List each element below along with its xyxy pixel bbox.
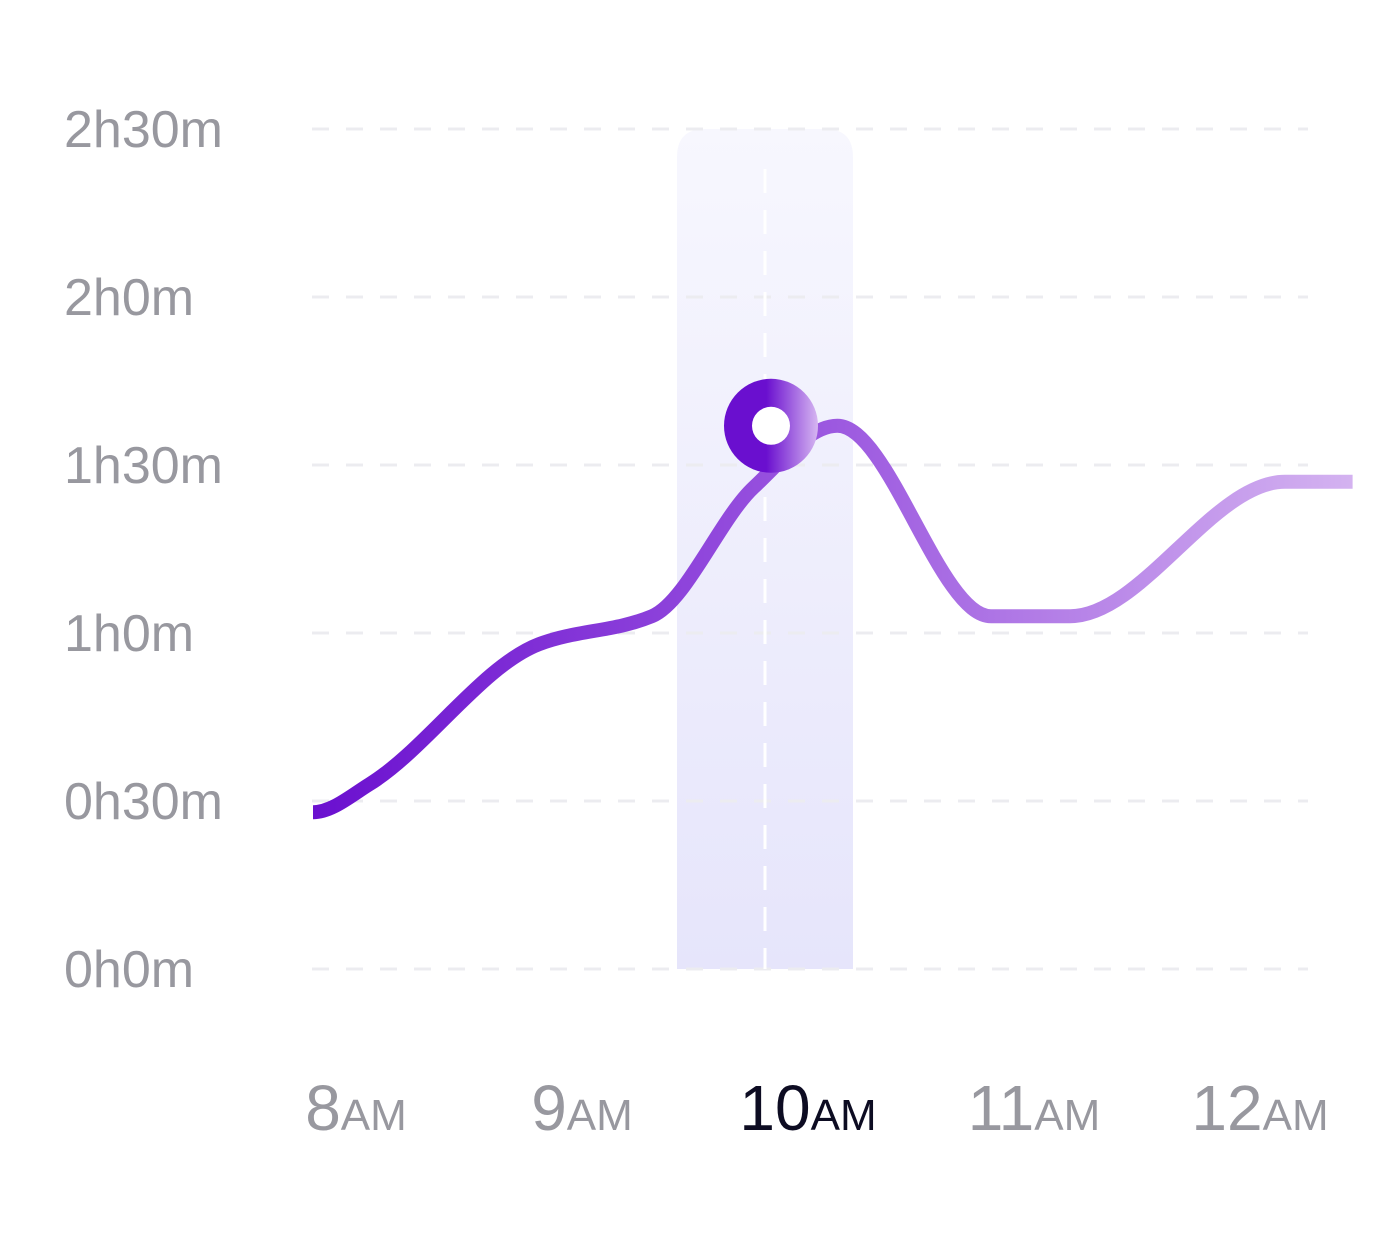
y-tick-label: 0h0m [64, 941, 194, 999]
y-tick-label: 1h0m [64, 605, 194, 663]
x-tick-label[interactable]: 9AM [531, 1072, 633, 1144]
highlight-point-center [752, 406, 790, 445]
x-tick-label[interactable]: 12AM [1191, 1072, 1328, 1144]
x-tick-label[interactable]: 10AM [739, 1072, 876, 1144]
x-tick-label[interactable]: 8AM [305, 1072, 407, 1144]
x-tick-label[interactable]: 11AM [968, 1072, 1100, 1144]
y-tick-label: 2h0m [64, 269, 194, 327]
y-tick-label: 2h30m [64, 101, 223, 159]
y-tick-label: 0h30m [64, 773, 223, 831]
y-tick-label: 1h30m [64, 437, 223, 495]
